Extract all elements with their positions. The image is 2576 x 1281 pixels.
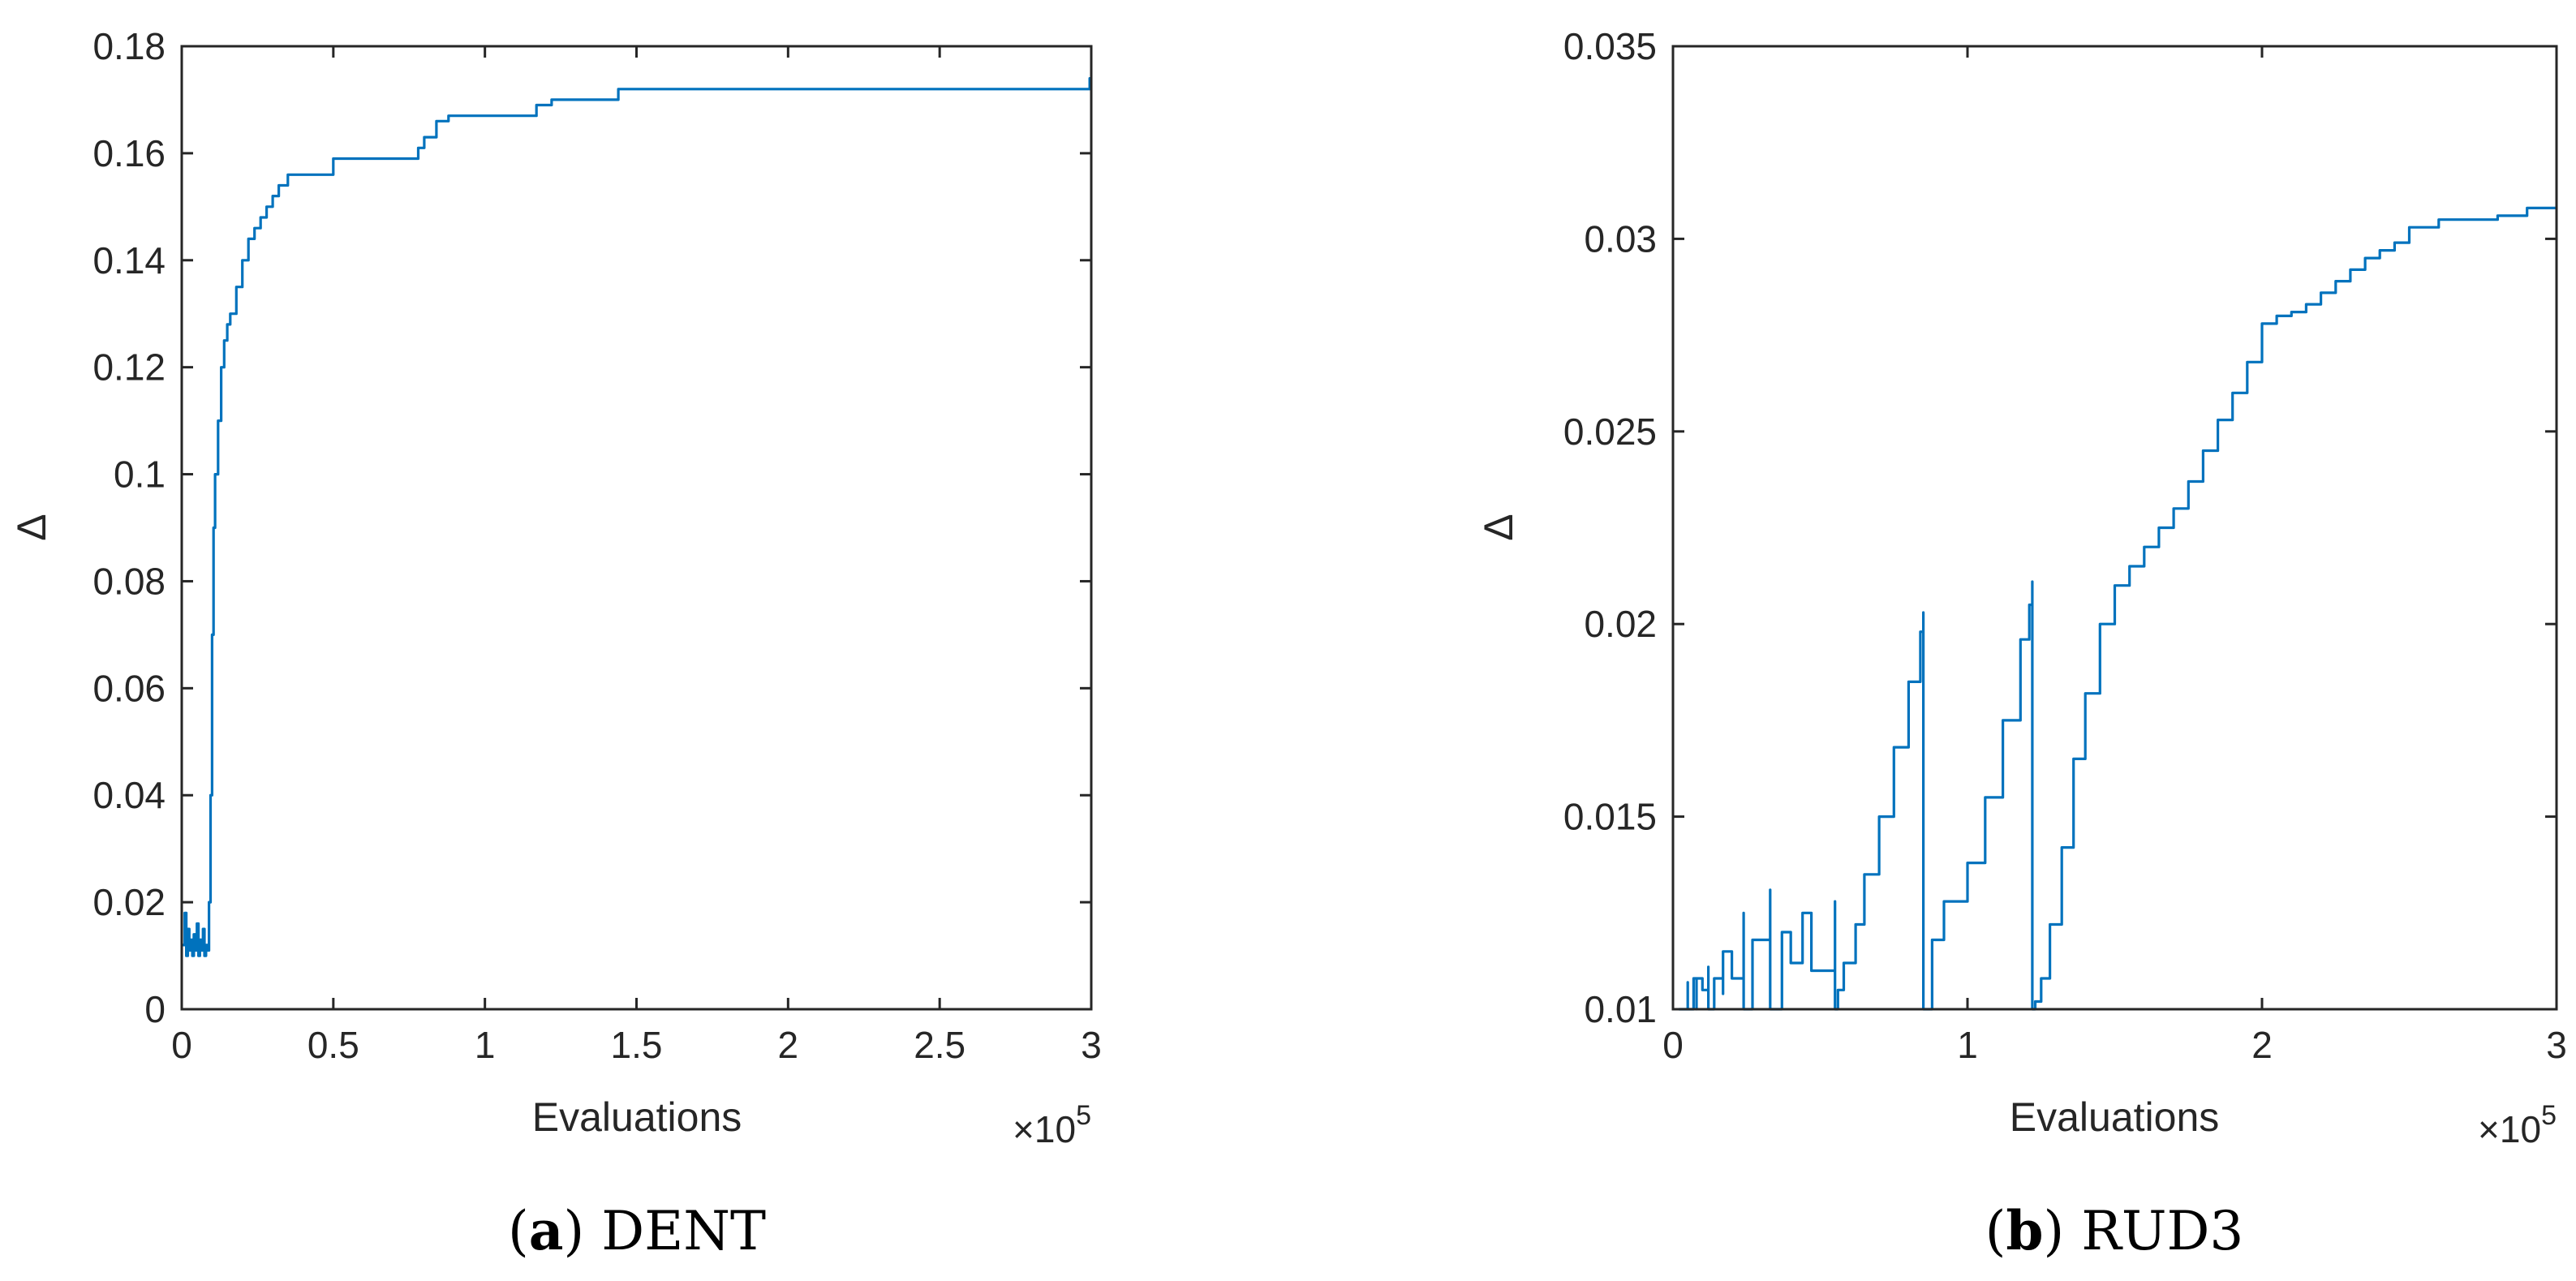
- y-tick-label: 0.02: [1584, 603, 1657, 645]
- chart-a-series-layer: [182, 77, 1091, 957]
- chart-b-caption-name: RUD3: [2081, 1200, 2243, 1262]
- y-tick-label: 0: [144, 988, 166, 1030]
- x-tick-label: 1.5: [611, 1024, 663, 1066]
- chart-b-caption: (b) RUD3: [1985, 1199, 2244, 1262]
- chart-b-series-layer: [1679, 206, 2557, 1011]
- y-tick-label: 0.16: [92, 132, 166, 174]
- x-tick-label: 2: [2251, 1024, 2273, 1066]
- y-tick-label: 0.015: [1563, 796, 1657, 838]
- chart-b-x-axis-label: Evaluations: [2010, 1094, 2220, 1140]
- y-tick-label: 0.1: [114, 454, 166, 496]
- y-tick-label: 0.025: [1563, 411, 1657, 453]
- series-line: [1679, 206, 2557, 1011]
- y-tick-label: 0.14: [92, 239, 166, 282]
- x-tick-label: 3: [2546, 1024, 2567, 1066]
- x-tick-label: 1: [1957, 1024, 1978, 1066]
- chart-b-x-exponent: ×105: [2478, 1100, 2557, 1150]
- chart-b-caption-letter: b: [2006, 1199, 2043, 1262]
- x-tick-label: 2: [778, 1024, 799, 1066]
- x-tick-label: 3: [1081, 1024, 1102, 1066]
- chart-a-x-axis-label: Evaluations: [532, 1094, 742, 1140]
- y-tick-label: 0.02: [92, 881, 166, 923]
- y-tick-label: 0.01: [1584, 988, 1657, 1030]
- y-tick-label: 0.04: [92, 774, 166, 816]
- chart-b-y-axis: 0.01 0.015 0.02 0.025 0.03 0.035: [1563, 25, 2557, 1030]
- y-tick-label: 0.035: [1563, 25, 1657, 67]
- y-tick-label: 0.18: [92, 25, 166, 67]
- y-tick-label: 0.08: [92, 560, 166, 602]
- chart-a-y-axis-label: Δ: [9, 514, 54, 540]
- x-tick-label: 0.5: [307, 1024, 359, 1066]
- chart-a-y-axis: 0 0.02 0.04 0.06 0.08 0.1 0.12 0.14 0.16 0.18: [92, 25, 1091, 1030]
- chart-a-caption-letter: a: [529, 1199, 564, 1262]
- y-tick-label: 0.03: [1584, 217, 1657, 260]
- y-tick-label: 0.12: [92, 346, 166, 389]
- chart-b-y-axis-label: Δ: [1476, 514, 1521, 540]
- chart-a-caption-name: DENT: [601, 1200, 766, 1262]
- chart-a-plot-frame: [180, 45, 1093, 1011]
- x-tick-label: 0: [171, 1024, 192, 1066]
- chart-a-x-axis: 0 0.5 1 1.5 2 2.5 3: [171, 46, 1102, 1066]
- x-tick-label: 1: [475, 1024, 496, 1066]
- x-tick-label: 2.5: [914, 1024, 965, 1066]
- chart-b-plot-frame: [1671, 45, 2558, 1011]
- chart-panel-a: 0 0.5 1 1.5 2 2.5 3 0 0.02 0.04 0.06 0.08 0.1 0.12 0.…: [9, 25, 1102, 1262]
- chart-b-x-axis: 0 1 2 3: [1662, 46, 2567, 1066]
- chart-panel-b: 0 1 2 3 0.01 0.015 0.02 0.025 0.03 0.035 Evaluat…: [1476, 25, 2567, 1262]
- chart-a-caption: (a) DENT: [508, 1199, 766, 1262]
- y-tick-label: 0.06: [92, 667, 166, 709]
- chart-a-x-exponent: ×105: [1013, 1100, 1091, 1150]
- x-tick-label: 0: [1662, 1024, 1684, 1066]
- series-line: [182, 77, 1091, 957]
